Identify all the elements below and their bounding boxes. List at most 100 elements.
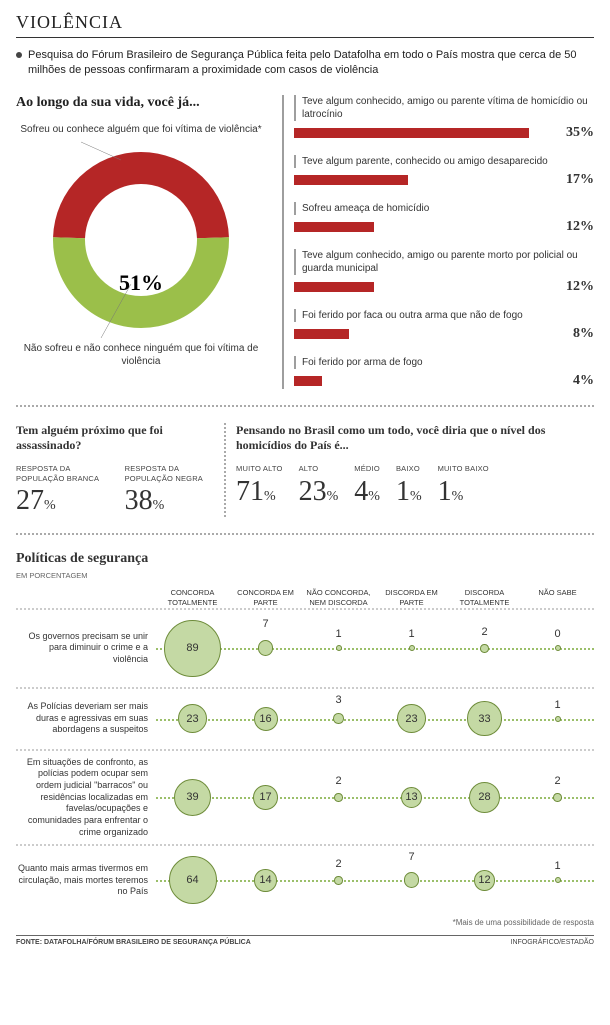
bubble (336, 645, 342, 651)
donut-chart-block: Ao longo da sua vida, você já... Sofreu … (16, 95, 266, 389)
bar-item: Sofreu ameaça de homicídio 12% (294, 202, 594, 235)
policy-row: Quanto mais armas tivermos em circulação… (16, 844, 594, 914)
footer-source: FONTE: DATAFOLHA/FÓRUM BRASILEIRO DE SEG… (16, 939, 251, 946)
bubble: 33 (467, 701, 501, 735)
policy-cell: 28 (448, 782, 521, 814)
policy-cell: 1 (375, 645, 448, 651)
policy-cell: 33 (448, 701, 521, 735)
page-title: VIOLÊNCIA (16, 12, 594, 38)
bar-item: Teve algum parente, conhecido ou amigo d… (294, 155, 594, 188)
bullet-icon (16, 52, 22, 58)
response-value: 1% (438, 476, 489, 508)
response-item: MÉDIO 4% (354, 464, 380, 508)
policy-row-label: As Polícias deveriam ser mais duras e ag… (16, 701, 156, 736)
footer-credit: INFOGRÁFICO/ESTADÃO (511, 939, 595, 946)
policy-column-header: CONCORDA EM PARTE (229, 588, 302, 608)
response-item: RESPOSTA DA POPULAÇÃO BRANCA27% (16, 464, 109, 518)
divider-1 (16, 405, 594, 407)
bubble-outlabel: 1 (554, 699, 560, 711)
bar-item: Teve algum conhecido, amigo ou parente v… (294, 95, 594, 141)
mid-left-group: RESPOSTA DA POPULAÇÃO BRANCA27%RESPOSTA … (16, 464, 214, 518)
policy-cell: 16 (229, 707, 302, 731)
policy-cell: 14 (229, 869, 302, 891)
policy-cell: 23 (156, 704, 229, 733)
bubble-outlabel: 1 (554, 860, 560, 872)
response-label: BAIXO (396, 464, 422, 474)
bar-value: 8% (573, 326, 594, 342)
bubble (333, 713, 343, 723)
bubble-outlabel: 1 (408, 628, 414, 640)
bubble-outlabel: 7 (262, 618, 268, 630)
response-value: 4% (354, 476, 380, 508)
response-item: ALTO 23% (299, 464, 339, 508)
bar-chart-list: Teve algum conhecido, amigo ou parente v… (282, 95, 594, 389)
bubble-outlabel: 2 (335, 858, 341, 870)
bar-item: Teve algum conhecido, amigo ou parente m… (294, 249, 594, 295)
response-item: MUITO BAIXO 1% (438, 464, 489, 508)
policy-cell: 1 (521, 877, 594, 883)
policy-cell: 7 (229, 640, 302, 656)
bar-value: 12% (566, 219, 594, 235)
bubble: 89 (164, 620, 221, 677)
bubble-outlabel: 1 (335, 628, 341, 640)
bar-value: 17% (566, 172, 594, 188)
bubble: 12 (474, 870, 495, 891)
response-label: MUITO ALTO (236, 464, 283, 474)
response-item: BAIXO 1% (396, 464, 422, 508)
bubble: 16 (254, 707, 278, 731)
policy-cell: 17 (229, 785, 302, 810)
donut-heading: Ao longo da sua vida, você já... (16, 95, 266, 111)
policy-column-header: NÃO SABE (521, 588, 594, 608)
donut-label-not: Não sofreu e não conhece ninguém que foi… (16, 342, 266, 368)
policy-cell: 12 (448, 870, 521, 891)
bar-label: Teve algum conhecido, amigo ou parente v… (294, 95, 594, 121)
response-label: MÉDIO (354, 464, 380, 474)
donut-label-victim: Sofreu ou conhece alguém que foi vítima … (16, 123, 266, 136)
bubble-outlabel: 2 (481, 626, 487, 638)
policy-cell: 2 (448, 644, 521, 652)
response-label: ALTO (299, 464, 339, 474)
response-value: 27% (16, 485, 109, 517)
policy-subtitle: EM PORCENTAGEM (16, 571, 594, 580)
bar-item: Foi ferido por faca ou outra arma que nã… (294, 309, 594, 342)
policy-row: Em situações de confronto, as polícias p… (16, 749, 594, 845)
bubble-outlabel: 2 (335, 775, 341, 787)
policy-cell: 64 (156, 856, 229, 904)
bubble (409, 645, 415, 651)
bubble (555, 716, 561, 722)
bubble: 13 (401, 787, 423, 809)
divider-2 (16, 533, 594, 535)
policy-row-label: Em situações de confronto, as polícias p… (16, 757, 156, 839)
response-value: 1% (396, 476, 422, 508)
bar-label: Foi ferido por faca ou outra arma que nã… (294, 309, 594, 322)
policy-cell: 89 (156, 620, 229, 677)
policy-cell: 7 (375, 872, 448, 888)
bubble (258, 640, 274, 656)
policy-cell: 1 (521, 716, 594, 722)
bar-label: Foi ferido por arma de fogo (294, 356, 594, 369)
bar-label: Teve algum conhecido, amigo ou parente m… (294, 249, 594, 275)
bubble-outlabel: 7 (408, 851, 414, 863)
policy-row: Os governos precisam se unir para diminu… (16, 608, 594, 687)
bubble-outlabel: 2 (554, 775, 560, 787)
footnote: *Mais de uma possibilidade de resposta (16, 918, 594, 927)
policy-cell: 1 (302, 645, 375, 651)
policy-cell: 3 (302, 713, 375, 723)
bubble: 64 (169, 856, 217, 904)
bubble (334, 876, 342, 884)
bubble: 17 (253, 785, 278, 810)
intro-text: Pesquisa do Fórum Brasileiro de Seguranç… (16, 48, 594, 79)
bubble: 23 (178, 704, 207, 733)
response-value: 71% (236, 476, 283, 508)
bar-label: Teve algum parente, conhecido ou amigo d… (294, 155, 594, 168)
response-item: MUITO ALTO 71% (236, 464, 283, 508)
bubble (555, 877, 561, 883)
response-label: MUITO BAIXO (438, 464, 489, 474)
bubble: 39 (174, 779, 211, 816)
response-value: 23% (299, 476, 339, 508)
bubble: 28 (469, 782, 501, 814)
bubble-outlabel: 0 (554, 628, 560, 640)
bar-label: Sofreu ameaça de homicídio (294, 202, 594, 215)
footer: FONTE: DATAFOLHA/FÓRUM BRASILEIRO DE SEG… (16, 935, 594, 946)
bubble (404, 872, 420, 888)
